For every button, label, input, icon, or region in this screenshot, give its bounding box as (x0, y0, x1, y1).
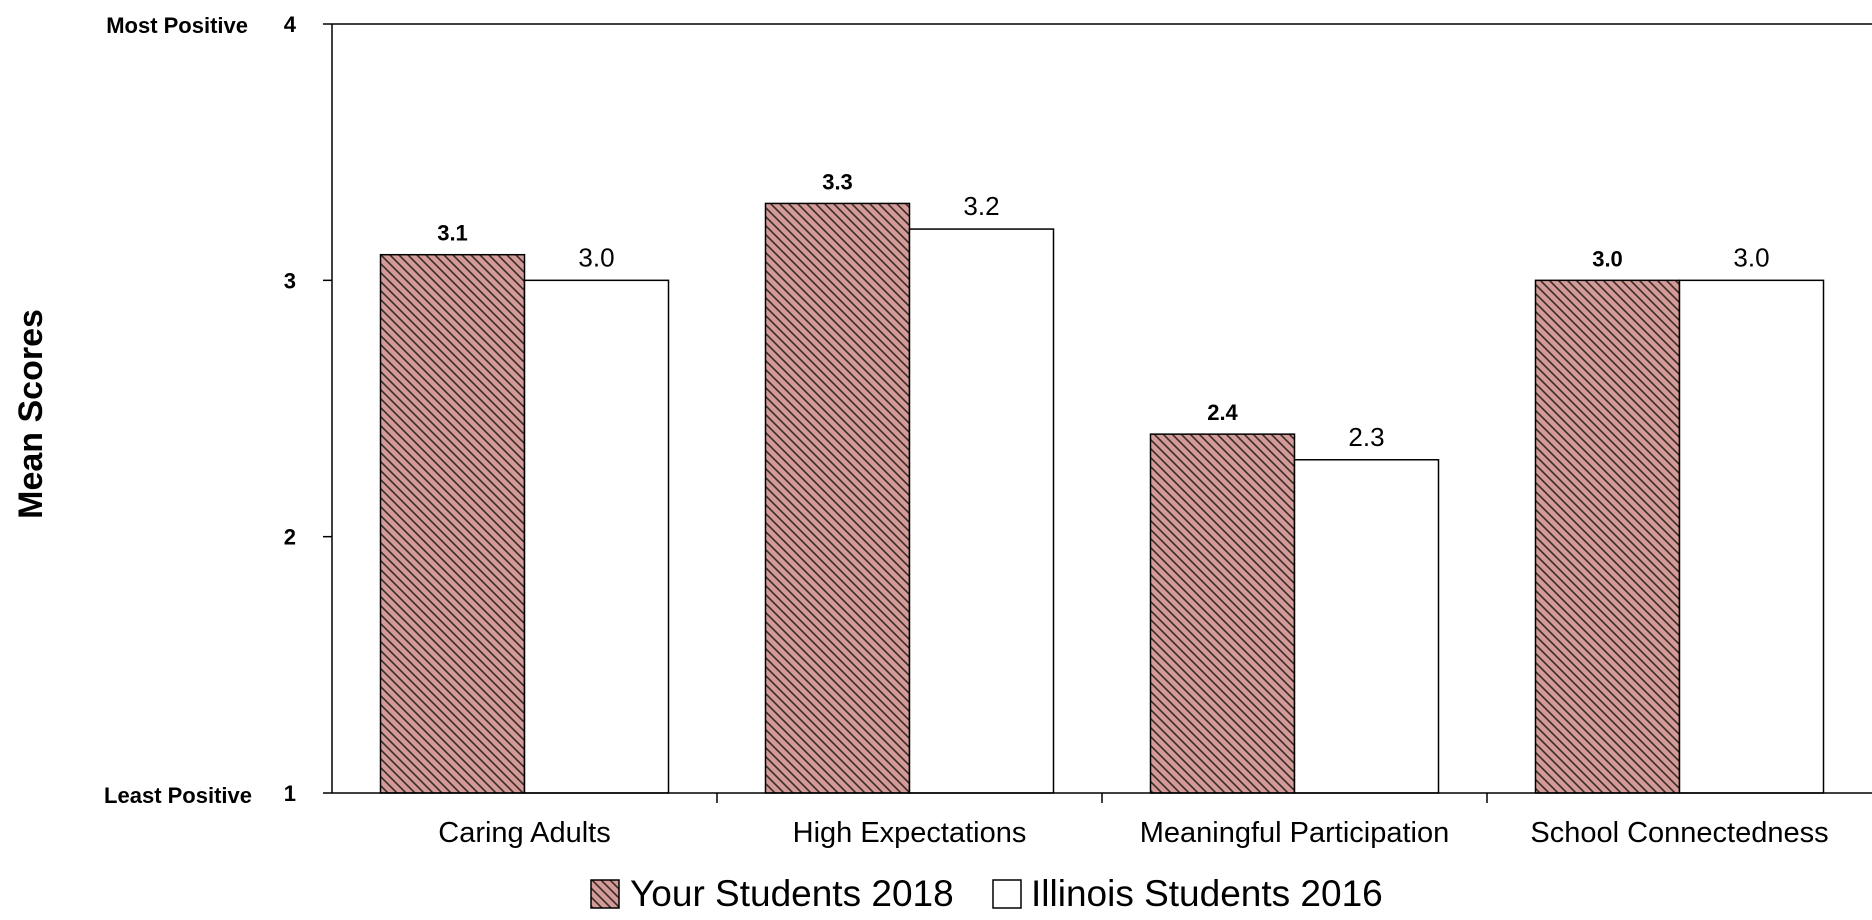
bar-your-students-2018 (764, 202, 911, 794)
bar-your-students-2018 (379, 253, 526, 794)
axes (331, 23, 1872, 803)
y-axis-ticks: 1 2 3 4 (284, 12, 332, 806)
legend-label-series-2: Illinois Students 2016 (1031, 873, 1383, 914)
bar-your-students-2018 (1534, 279, 1681, 794)
bars (379, 202, 1825, 794)
bar-illinois-students-2016 (1678, 279, 1825, 794)
legend: Your Students 2018 Illinois Students 201… (590, 873, 1383, 914)
data-label: 3.2 (963, 191, 999, 221)
x-category-label: Caring Adults (438, 817, 611, 849)
data-labels: 3.1 3.0 3.3 3.2 2.4 2.3 3.0 3.0 (437, 169, 1769, 451)
y-end-label-bottom: Least Positive (104, 783, 252, 808)
y-tick-label: 3 (284, 268, 296, 293)
y-tick-label: 2 (284, 525, 296, 550)
bar-illinois-students-2016 (908, 228, 1055, 794)
data-label: 3.3 (822, 169, 853, 194)
y-axis-title: Mean Scores (12, 309, 50, 519)
y-end-label-top: Most Positive (106, 13, 248, 38)
x-category-label: School Connectedness (1530, 817, 1828, 849)
bar-illinois-students-2016 (523, 279, 670, 794)
legend-swatch-series-1 (590, 879, 620, 909)
x-category-label: High Expectations (793, 817, 1027, 849)
data-label: 3.1 (437, 221, 468, 246)
x-category-label: Meaningful Participation (1140, 817, 1450, 849)
data-label: 3.0 (1733, 242, 1769, 272)
data-label: 2.3 (1348, 422, 1384, 452)
legend-swatch-series-2 (992, 879, 1022, 909)
data-label: 3.0 (578, 242, 614, 272)
y-tick-label: 4 (284, 12, 297, 37)
y-tick-label: 1 (284, 781, 296, 806)
category-labels: Caring Adults High Expectations Meaningful… (438, 817, 1828, 849)
data-label: 3.0 (1592, 246, 1623, 271)
data-label: 2.4 (1207, 400, 1238, 425)
legend-label-series-1: Your Students 2018 (630, 873, 954, 914)
bar-illinois-students-2016 (1293, 459, 1440, 794)
bar-your-students-2018 (1149, 433, 1296, 794)
